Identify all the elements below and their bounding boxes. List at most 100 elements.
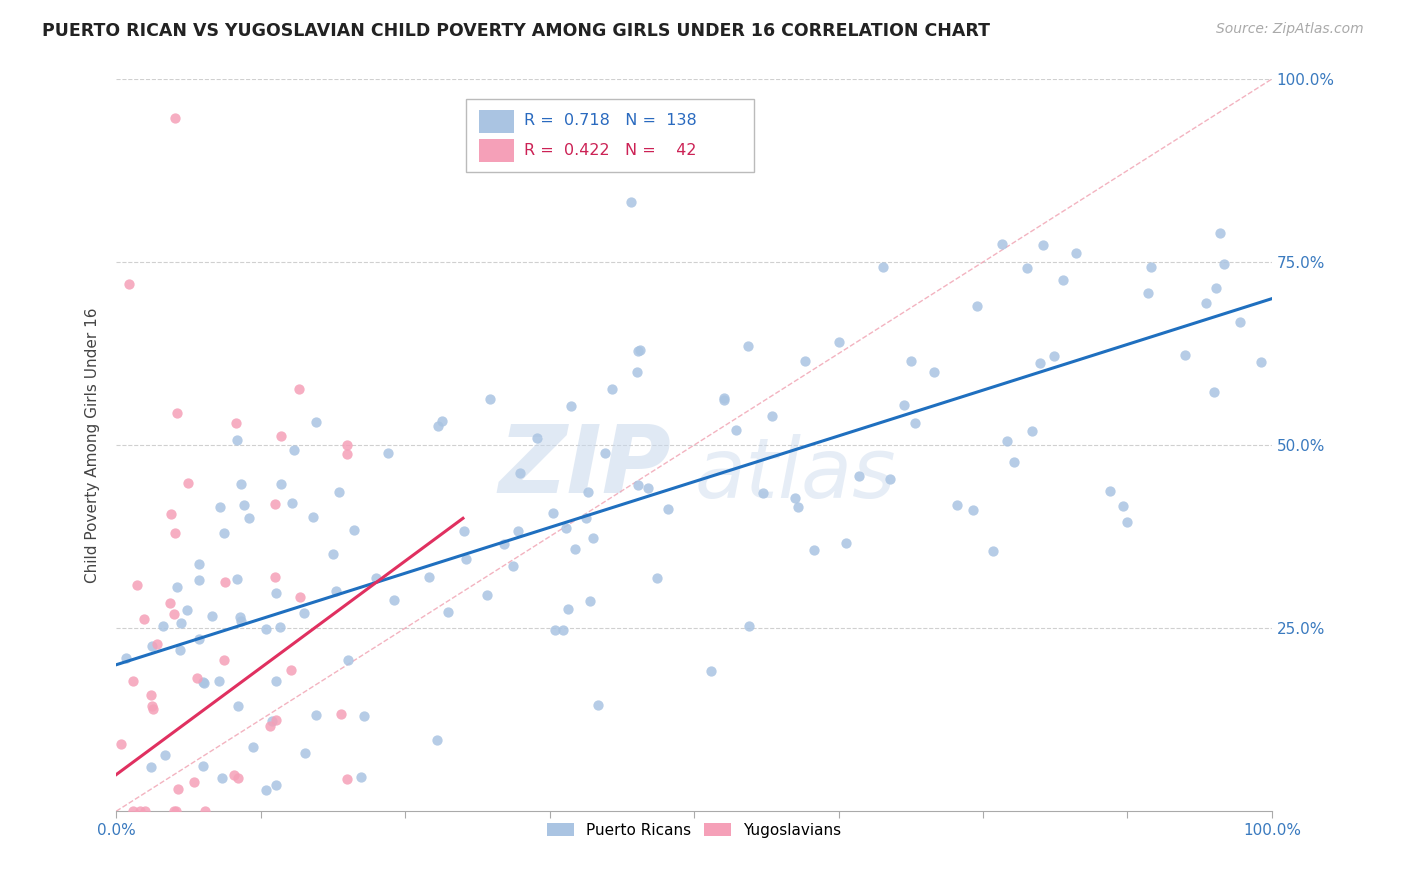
Point bbox=[233, 498, 256, 512]
Point bbox=[229, 476, 252, 491]
Point bbox=[329, 707, 352, 722]
Point bbox=[1139, 260, 1161, 274]
Point bbox=[266, 714, 288, 728]
Point bbox=[159, 596, 181, 610]
Point bbox=[155, 748, 177, 763]
Point bbox=[260, 714, 283, 729]
Point bbox=[269, 620, 291, 634]
Point bbox=[207, 673, 229, 688]
Point bbox=[793, 354, 815, 368]
Point bbox=[576, 485, 599, 500]
Point bbox=[122, 673, 145, 688]
Point bbox=[280, 496, 302, 510]
Point bbox=[541, 506, 564, 520]
Point bbox=[169, 643, 191, 657]
Point bbox=[751, 486, 773, 500]
Point bbox=[343, 523, 366, 537]
Point bbox=[163, 525, 186, 540]
Point bbox=[163, 607, 186, 622]
Point bbox=[242, 739, 264, 754]
Point bbox=[167, 782, 190, 797]
Point bbox=[165, 804, 187, 818]
Point bbox=[166, 406, 188, 420]
Point bbox=[555, 521, 578, 535]
Text: R =  0.718   N =  138: R = 0.718 N = 138 bbox=[524, 113, 697, 128]
Point bbox=[170, 615, 193, 630]
Point bbox=[1066, 246, 1088, 260]
Point bbox=[966, 300, 988, 314]
Point bbox=[1115, 516, 1137, 530]
Point bbox=[477, 588, 499, 602]
Point bbox=[1195, 295, 1218, 310]
Point bbox=[366, 571, 388, 585]
Point bbox=[139, 760, 162, 774]
Point bbox=[270, 477, 292, 491]
Point bbox=[526, 431, 548, 445]
Point bbox=[456, 552, 478, 566]
Point bbox=[142, 702, 165, 716]
Point bbox=[1015, 260, 1038, 275]
Point bbox=[1205, 281, 1227, 295]
Point bbox=[139, 688, 162, 702]
Point bbox=[292, 606, 315, 620]
Point bbox=[290, 590, 312, 604]
Point bbox=[620, 194, 643, 209]
Point bbox=[1112, 500, 1135, 514]
Point bbox=[995, 434, 1018, 448]
Point bbox=[922, 365, 945, 379]
Point bbox=[322, 548, 344, 562]
Point bbox=[1209, 226, 1232, 240]
Point bbox=[186, 671, 208, 685]
Point bbox=[738, 619, 761, 633]
Point bbox=[212, 653, 235, 667]
Point bbox=[872, 260, 894, 274]
Point bbox=[1229, 315, 1251, 329]
Point bbox=[848, 468, 870, 483]
Point bbox=[193, 676, 215, 690]
Point bbox=[214, 525, 236, 540]
Point bbox=[724, 423, 747, 437]
Text: Source: ZipAtlas.com: Source: ZipAtlas.com bbox=[1216, 22, 1364, 37]
Point bbox=[226, 433, 249, 447]
Text: atlas: atlas bbox=[695, 434, 896, 515]
FancyBboxPatch shape bbox=[467, 100, 754, 172]
Point bbox=[336, 438, 359, 452]
Point bbox=[626, 365, 648, 379]
Point bbox=[166, 580, 188, 594]
Point bbox=[176, 603, 198, 617]
Text: PUERTO RICAN VS YUGOSLAVIAN CHILD POVERTY AMONG GIRLS UNDER 16 CORRELATION CHART: PUERTO RICAN VS YUGOSLAVIAN CHILD POVERT… bbox=[42, 22, 990, 40]
Point bbox=[579, 593, 602, 607]
Point bbox=[129, 804, 152, 818]
Point bbox=[1052, 273, 1074, 287]
Point bbox=[761, 409, 783, 423]
FancyBboxPatch shape bbox=[479, 139, 513, 162]
Point bbox=[187, 632, 209, 646]
Point bbox=[900, 353, 922, 368]
Point bbox=[264, 586, 287, 600]
Point bbox=[254, 622, 277, 636]
Point bbox=[226, 771, 249, 785]
Point bbox=[191, 759, 214, 773]
Point bbox=[962, 503, 984, 517]
Point bbox=[557, 602, 579, 616]
Point bbox=[183, 775, 205, 789]
Point bbox=[226, 699, 249, 714]
Point bbox=[593, 446, 616, 460]
Point bbox=[991, 237, 1014, 252]
Point bbox=[288, 382, 311, 396]
Point bbox=[280, 663, 302, 677]
Point bbox=[1099, 483, 1122, 498]
Point bbox=[188, 573, 211, 587]
Point bbox=[201, 609, 224, 624]
Legend: Puerto Ricans, Yugoslavians: Puerto Ricans, Yugoslavians bbox=[540, 816, 848, 844]
Point bbox=[983, 544, 1005, 558]
Point bbox=[737, 339, 759, 353]
Point bbox=[627, 344, 650, 359]
Point bbox=[893, 398, 915, 412]
Point bbox=[700, 664, 723, 678]
Point bbox=[146, 637, 169, 651]
Point bbox=[509, 466, 531, 480]
Point bbox=[645, 571, 668, 585]
Point bbox=[127, 578, 149, 592]
Point bbox=[835, 535, 858, 549]
